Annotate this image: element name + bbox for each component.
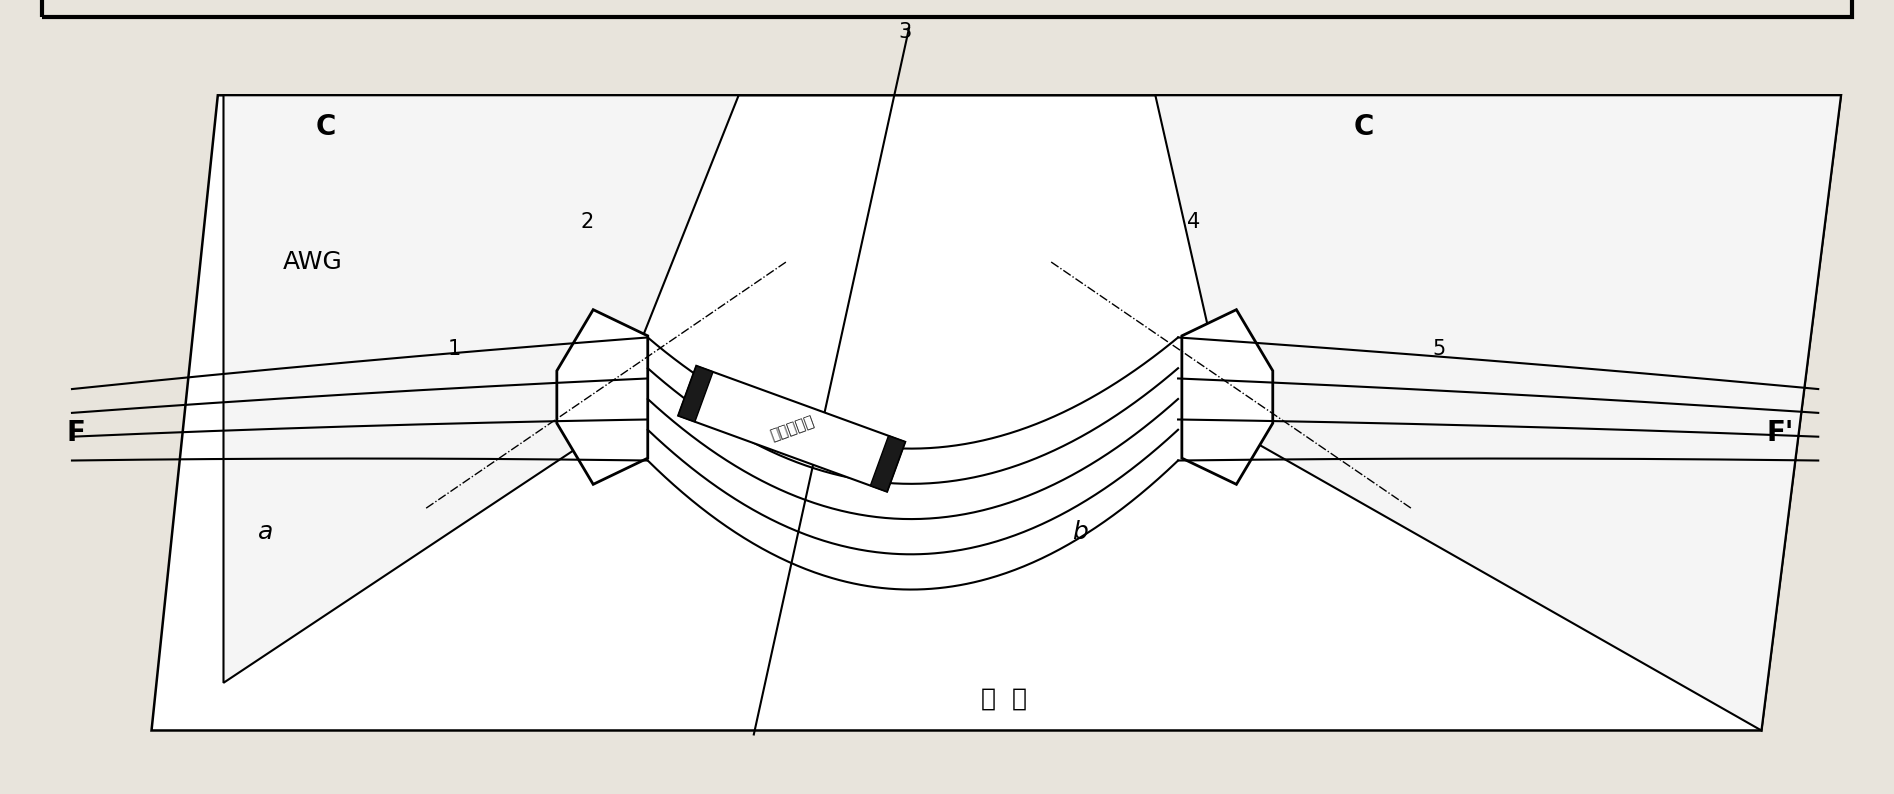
Polygon shape: [1182, 310, 1273, 484]
Text: C: C: [1354, 113, 1373, 141]
Polygon shape: [678, 366, 712, 422]
Text: 基  板: 基 板: [981, 687, 1027, 711]
Text: AWG: AWG: [282, 250, 343, 274]
Text: F': F': [1767, 418, 1794, 447]
Text: F: F: [66, 418, 85, 447]
Polygon shape: [152, 95, 1841, 730]
Polygon shape: [678, 366, 905, 491]
Text: 2: 2: [581, 212, 593, 233]
Polygon shape: [871, 436, 905, 491]
Text: a: a: [258, 520, 273, 544]
Polygon shape: [1155, 95, 1841, 730]
Polygon shape: [557, 310, 648, 484]
Text: C: C: [316, 113, 335, 141]
Text: 波长调谐器: 波长调谐器: [767, 414, 816, 444]
Text: 1: 1: [449, 339, 460, 360]
Polygon shape: [223, 95, 739, 683]
Text: b: b: [1072, 520, 1087, 544]
Text: 4: 4: [1188, 212, 1199, 233]
Text: 3: 3: [900, 21, 911, 42]
Text: 5: 5: [1434, 339, 1445, 360]
